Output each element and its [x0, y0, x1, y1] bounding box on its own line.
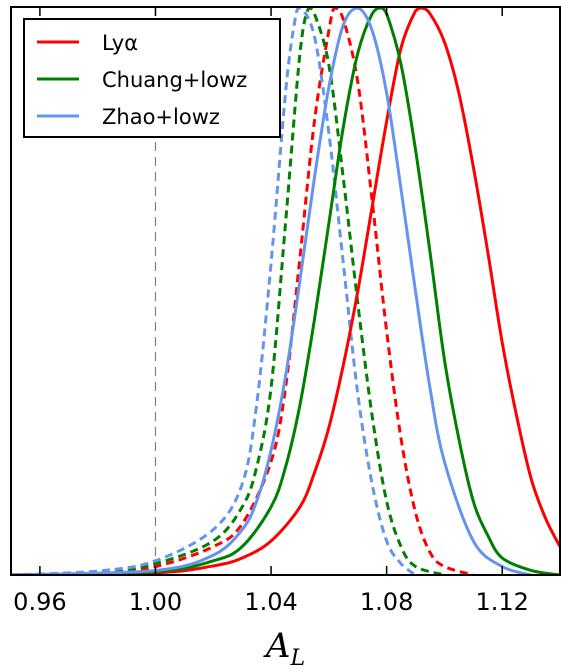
legend-label: Chuang+lowz [102, 68, 247, 92]
legend-label: Lyα [102, 31, 138, 55]
x-tick-label: 1.00 [129, 588, 182, 616]
legend-label: Zhao+lowz [102, 105, 220, 129]
x-tick-label: 1.08 [360, 588, 413, 616]
x-tick-label: 0.96 [13, 588, 66, 616]
legend: Lyα Chuang+lowz Zhao+lowz [24, 19, 280, 137]
x-tick-label: 1.04 [244, 588, 297, 616]
x-tick-label: 1.12 [475, 588, 528, 616]
x-axis-label: AL [263, 626, 305, 670]
